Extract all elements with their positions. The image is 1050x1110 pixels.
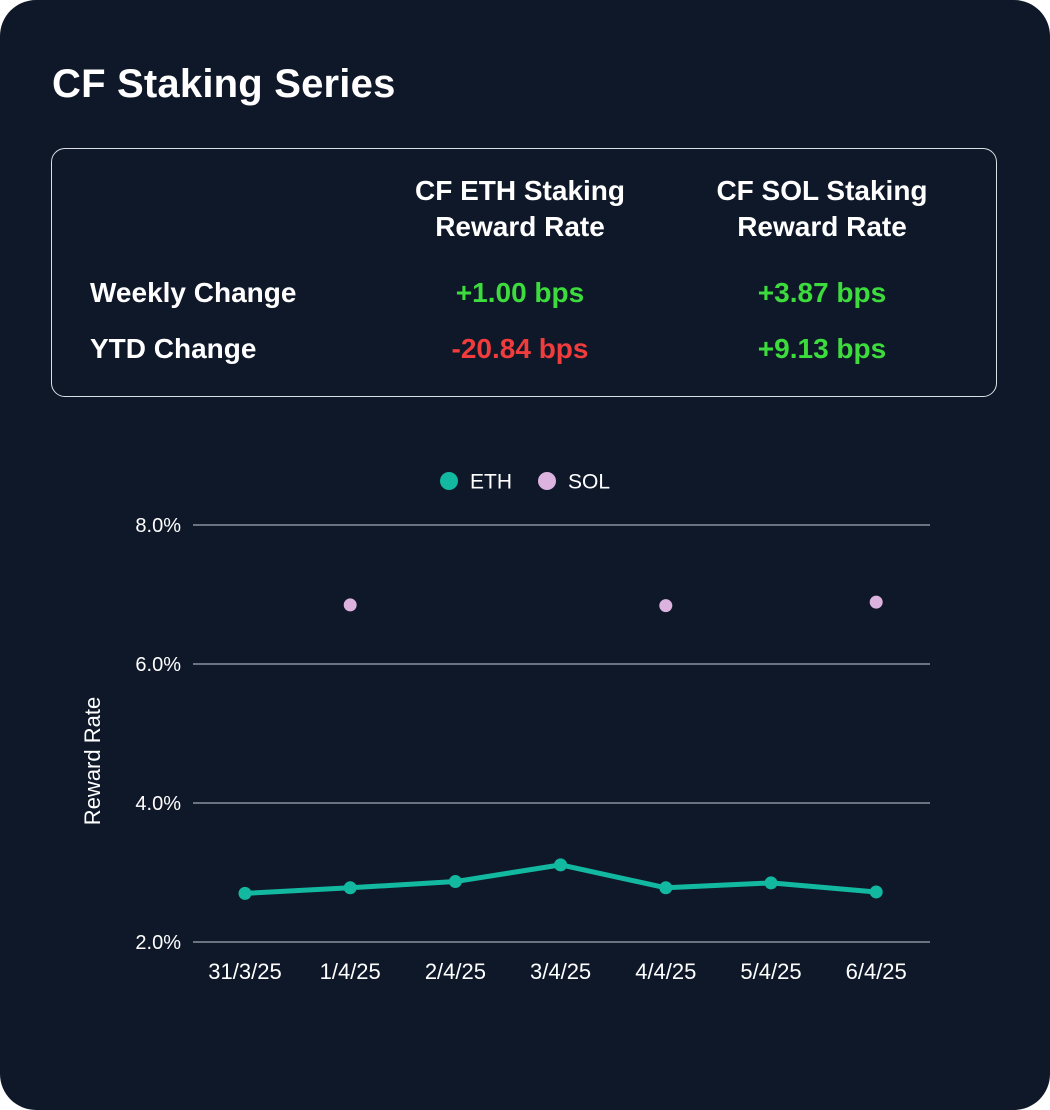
eth-data-point	[764, 876, 778, 890]
legend-marker-sol	[538, 472, 556, 490]
column-header-sol-line2: Reward Rate	[737, 211, 907, 242]
x-tick-label: 6/4/25	[846, 959, 907, 984]
row-label-ytd: YTD Change	[90, 333, 257, 364]
ytd-change-sol: +9.13 bps	[757, 333, 887, 364]
y-tick-label: 8.0%	[135, 515, 181, 537]
eth-data-point	[448, 875, 462, 889]
x-tick-label: 2/4/25	[425, 959, 486, 984]
column-header-sol-line1: CF SOL Staking	[716, 175, 928, 206]
eth-data-point	[238, 886, 252, 900]
page-title: CF Staking Series	[52, 62, 396, 106]
eth-data-point	[343, 881, 357, 895]
gridlines	[193, 524, 930, 943]
weekly-change-eth: +1.00 bps	[455, 277, 585, 308]
eth-data-point	[659, 881, 673, 895]
ytd-change-eth: -20.84 bps	[451, 333, 589, 364]
series	[238, 595, 883, 900]
eth-data-point	[554, 858, 568, 872]
eth-data-point	[869, 885, 883, 899]
x-tick-label: 31/3/25	[208, 959, 281, 984]
legend-label-sol: SOL	[568, 471, 610, 494]
weekly-change-sol: +3.87 bps	[757, 277, 887, 308]
y-axis-label: Reward Rate	[80, 697, 105, 825]
y-tick-label: 2.0%	[135, 932, 181, 954]
column-header-eth-line1: CF ETH Staking	[414, 175, 625, 206]
x-tick-label: 1/4/25	[320, 959, 381, 984]
column-header-sol: CF SOL Staking Reward Rate	[672, 173, 972, 245]
sol-data-point	[343, 598, 357, 612]
x-axis-ticks: 31/3/25 1/4/25 2/4/25 3/4/25 4/4/25 5/4/25 6/4…	[208, 959, 906, 984]
legend-marker-eth	[440, 472, 458, 490]
column-header-eth-line2: Reward Rate	[435, 211, 605, 242]
legend-label-eth: ETH	[470, 471, 512, 494]
y-tick-label: 6.0%	[135, 654, 181, 676]
y-tick-label: 4.0%	[135, 793, 181, 815]
sol-data-point	[869, 595, 883, 609]
y-axis-ticks: 2.0% 4.0% 6.0% 8.0%	[135, 515, 181, 954]
x-tick-label: 3/4/25	[530, 959, 591, 984]
summary-table: CF ETH Staking Reward Rate CF SOL Stakin…	[51, 148, 997, 397]
column-header-eth: CF ETH Staking Reward Rate	[370, 173, 670, 245]
legend: ETH SOL	[440, 471, 610, 494]
sol-data-point	[659, 599, 673, 613]
x-tick-label: 4/4/25	[635, 959, 696, 984]
x-tick-label: 5/4/25	[740, 959, 801, 984]
row-label-weekly: Weekly Change	[90, 277, 297, 308]
